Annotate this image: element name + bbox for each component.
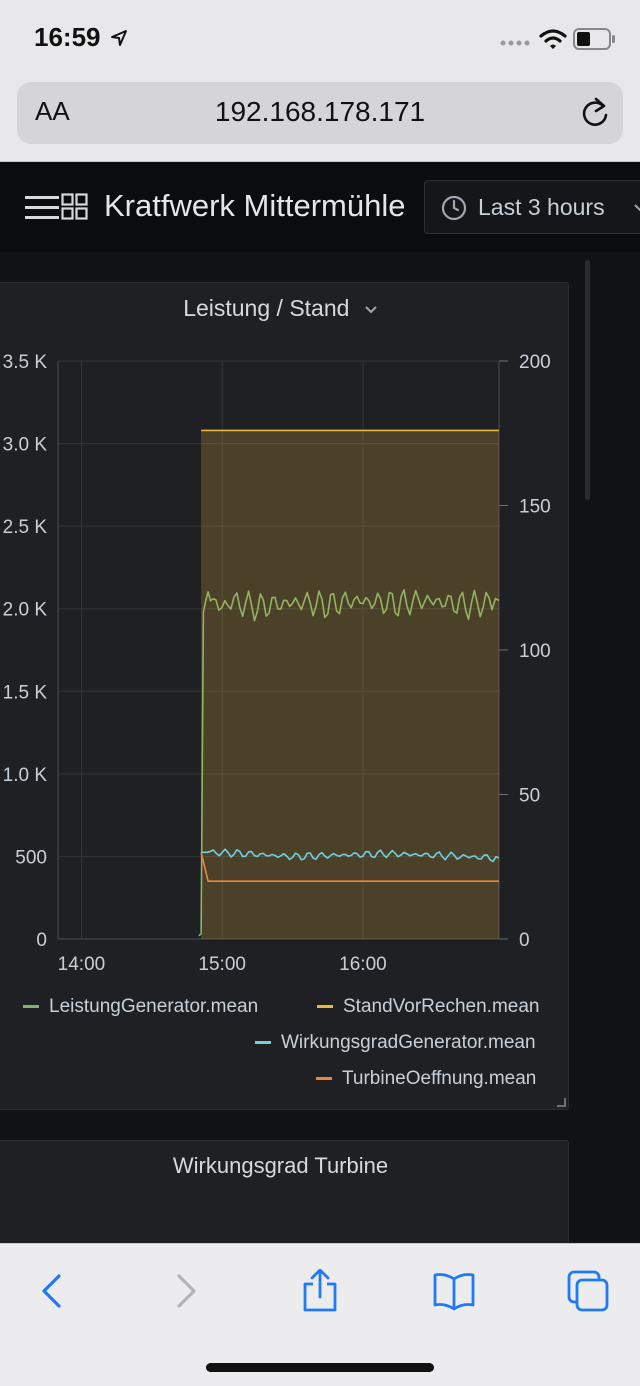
legend-label: StandVorRechen.mean (343, 996, 540, 1017)
tabs-icon[interactable] (566, 1269, 610, 1313)
legend-item-wirkungsgradgenerator[interactable]: WirkungsgradGenerator.mean (255, 1032, 536, 1054)
share-icon[interactable] (298, 1269, 342, 1313)
panel-title: Wirkungsgrad Turbine (172, 1153, 389, 1178)
clock-icon (441, 195, 467, 221)
status-time: 16:59 (34, 22, 101, 52)
legend-item-leistunggenerator[interactable]: LeistungGenerator.mean (23, 996, 258, 1018)
reader-aa-button[interactable]: AA (35, 96, 70, 126)
y-right-tick-label: 0 (519, 930, 530, 951)
y-left-tick-label: 2.0 K (3, 600, 48, 621)
bookmarks-icon[interactable] (432, 1269, 476, 1313)
wifi-icon (539, 29, 567, 49)
chevron-down-icon (365, 306, 377, 314)
url-text[interactable]: 192.168.178.171 (214, 96, 426, 127)
battery-icon (573, 28, 615, 50)
menu-icon[interactable] (25, 195, 61, 221)
y-right-tick-label: 200 (519, 352, 551, 373)
legend-label: TurbineOeffnung.mean (342, 1068, 537, 1089)
location-arrow-icon (111, 30, 127, 46)
x-tick-label: 14:00 (58, 954, 106, 975)
y-left-tick-label: 3.5 K (3, 352, 48, 373)
y-right-tick-label: 150 (519, 497, 551, 518)
legend-item-turbineoeffnung[interactable]: TurbineOeffnung.mean (316, 1068, 536, 1090)
legend-item-standvorrechen[interactable]: StandVorRechen.mean (317, 996, 539, 1018)
x-tick-label: 16:00 (339, 954, 387, 975)
status-bar: 16:59 (0, 0, 640, 80)
y-left-tick-label: 1.5 K (3, 682, 48, 703)
panel-title[interactable]: Leistung / Stand (0, 295, 570, 322)
browser-toolbar (0, 1243, 640, 1386)
chevron-down-icon (634, 204, 640, 212)
legend-swatch (316, 1077, 332, 1081)
y-left-tick-label: 2.5 K (3, 517, 48, 538)
y-right-tick-label: 100 (519, 641, 551, 662)
panel-leistung-stand[interactable]: Leistung / Stand 0 500 1.0 K 1.5 K 2.0 K 2.5 … (0, 282, 569, 1110)
back-icon[interactable] (30, 1269, 74, 1313)
legend-swatch (23, 1005, 39, 1009)
y-right-tick-label: 50 (519, 786, 540, 807)
time-range-label: Last 3 hours (478, 194, 605, 220)
y-left-tick-label: 500 (15, 847, 47, 868)
legend-label: LeistungGenerator.mean (49, 996, 259, 1017)
x-tick-label: 15:00 (198, 954, 246, 975)
series-line-leistunggenerator-mean (198, 589, 500, 937)
y-left-tick-label: 0 (36, 930, 47, 951)
time-range-picker[interactable]: Last 3 hours (424, 180, 640, 234)
resize-handle-icon[interactable] (556, 1097, 566, 1107)
scrollbar[interactable] (585, 260, 590, 500)
series-area-standvorrechen-mean (201, 430, 499, 939)
series-line-turbineoeffnung-mean (200, 852, 499, 882)
browser-address-area: AA 192.168.178.171 (0, 80, 640, 162)
panel-title-text: Leistung / Stand (183, 295, 350, 321)
legend-swatch (255, 1041, 271, 1045)
dashboard-grid-icon[interactable] (61, 193, 89, 221)
dashboard-title[interactable]: Kratfwerk Mittermühle (104, 188, 404, 223)
y-left-tick-label: 1.0 K (3, 765, 48, 786)
y-left-tick-label: 3.0 K (3, 435, 48, 456)
home-indicator (206, 1363, 434, 1372)
forward-icon[interactable] (164, 1269, 208, 1313)
signal-dots-icon (500, 40, 530, 46)
legend-label: WirkungsgradGenerator.mean (281, 1032, 536, 1053)
series-line-wirkungsgradgenerator-mean (201, 848, 500, 863)
legend-swatch (317, 1005, 333, 1009)
reload-icon[interactable] (579, 96, 611, 130)
grafana-navbar: Kratfwerk Mittermühle Last 3 hours (0, 162, 640, 252)
address-bar[interactable]: AA 192.168.178.171 (17, 82, 623, 144)
chart-area: 0 500 1.0 K 1.5 K 2.0 K 2.5 K 3.0 K 3.5 K 0 50 100… (3, 352, 551, 975)
